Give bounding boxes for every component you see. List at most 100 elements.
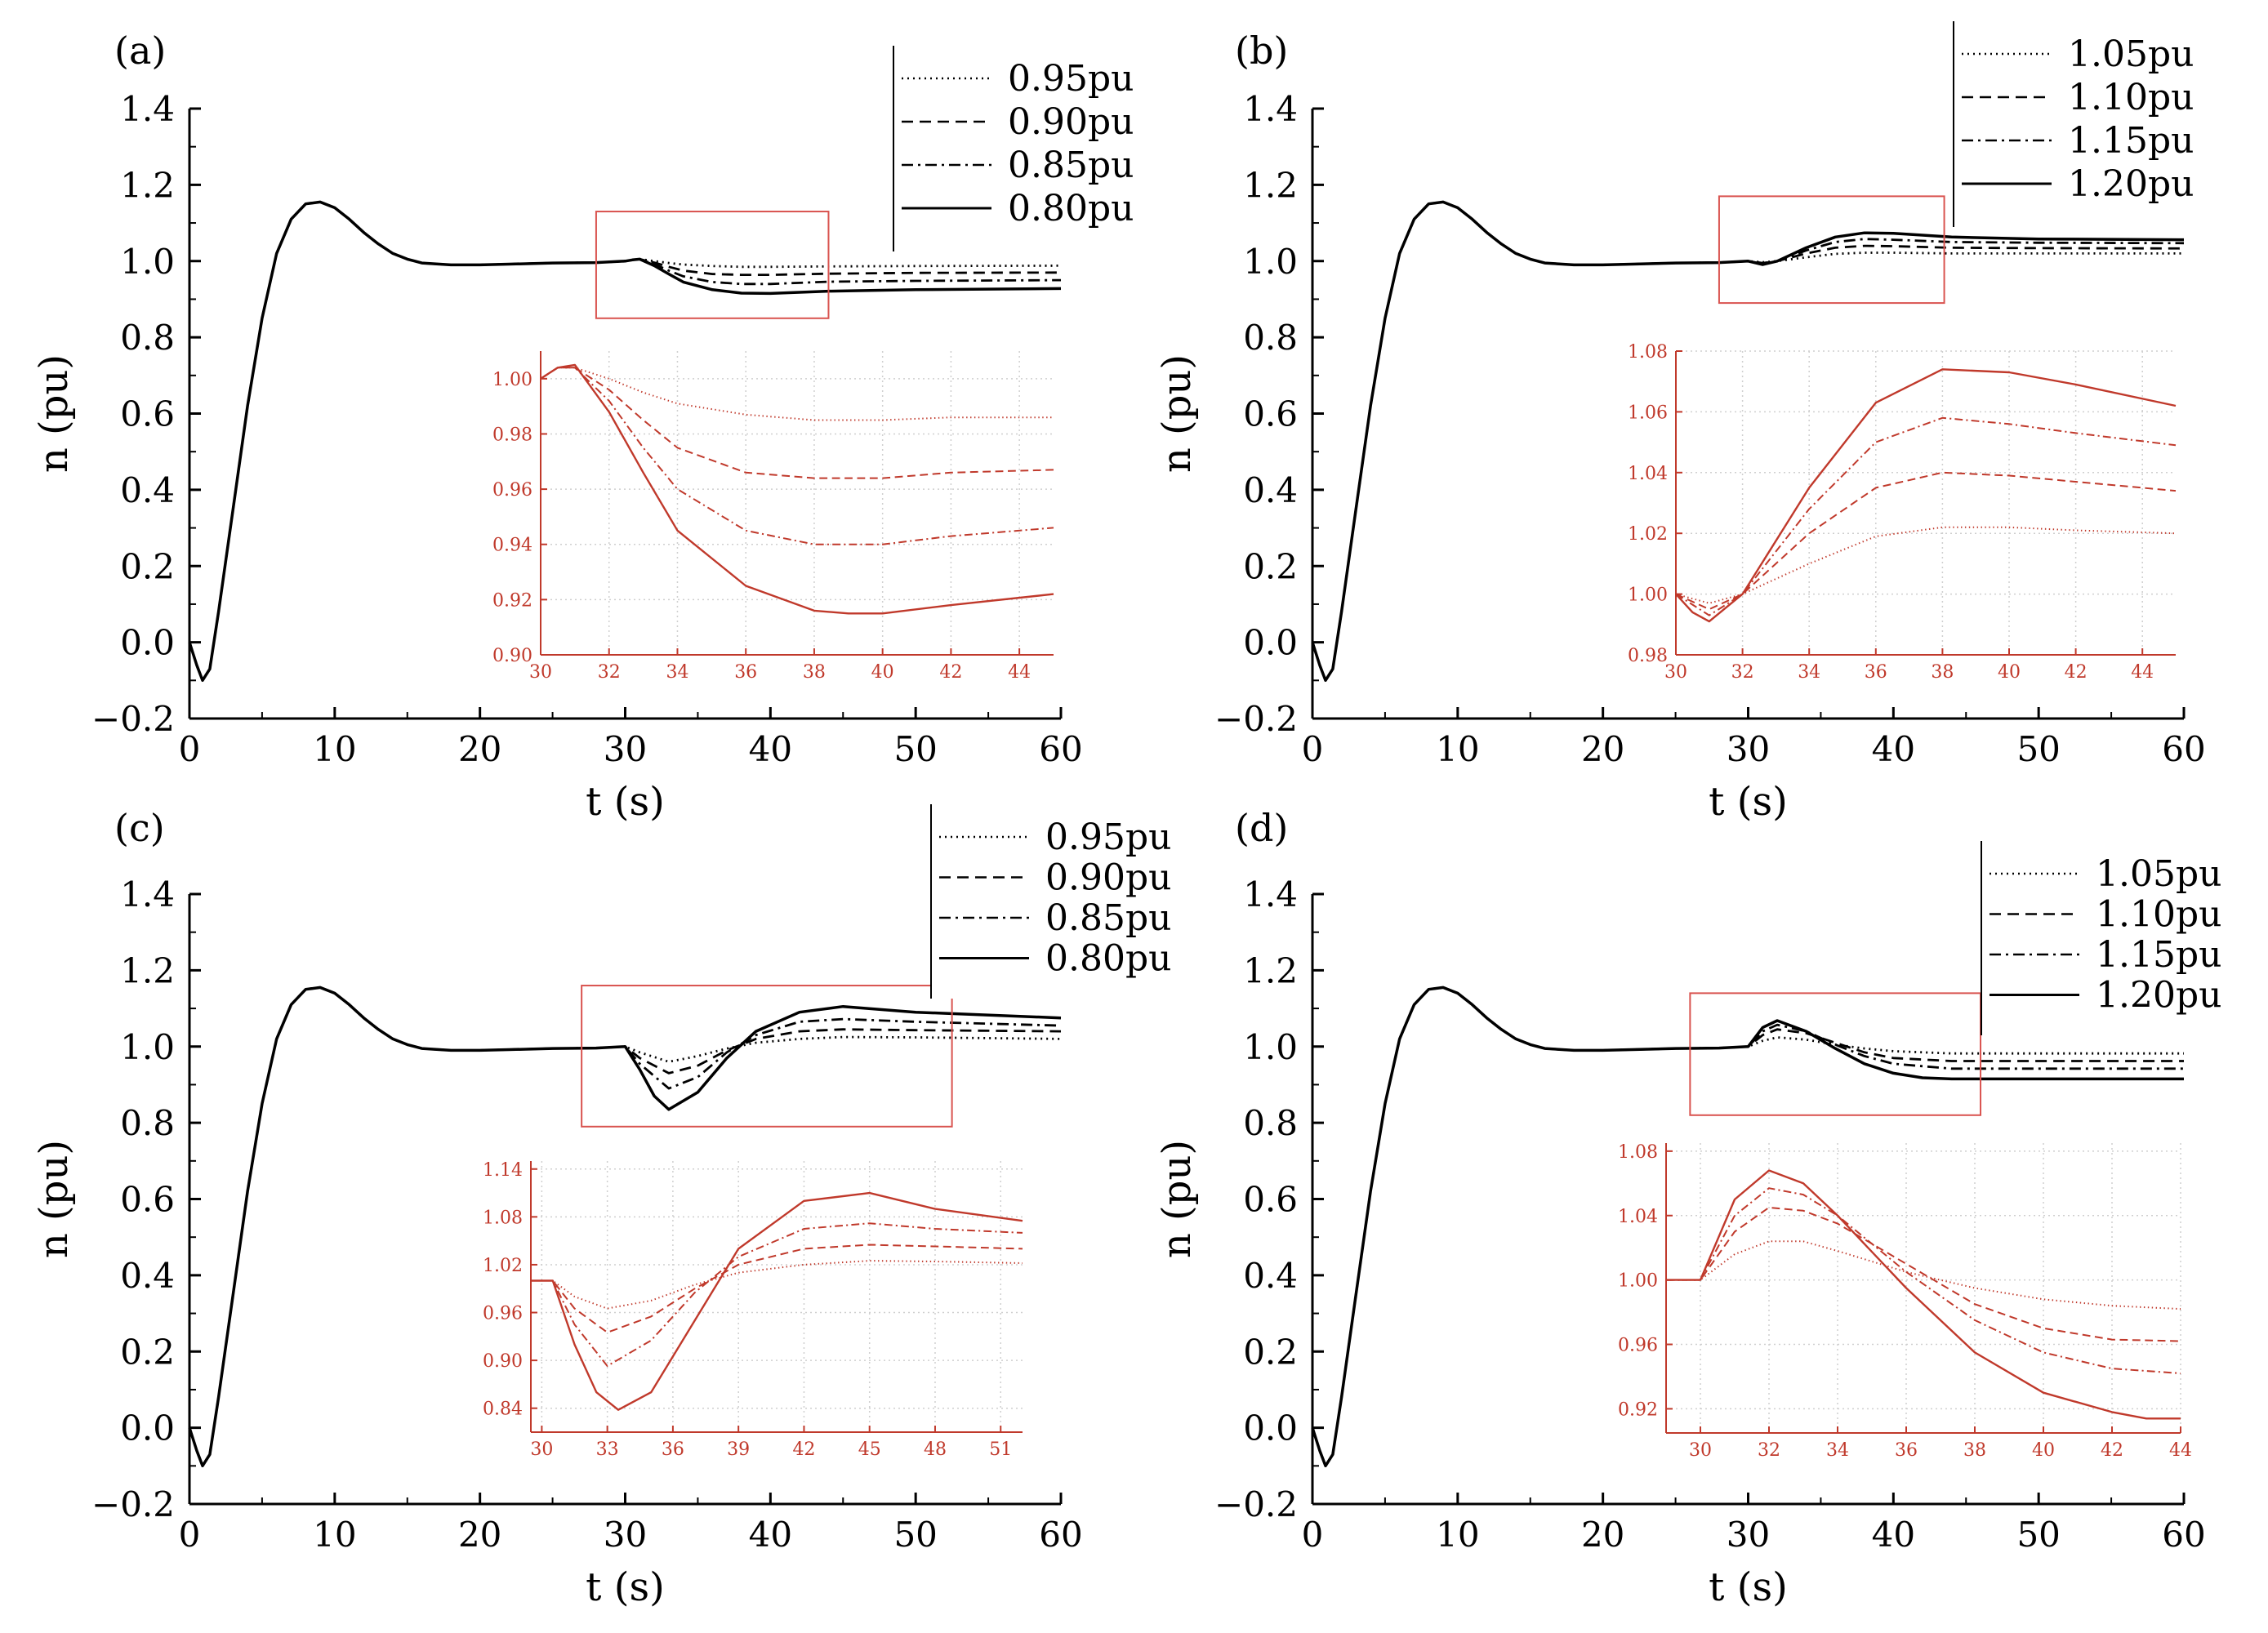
x-tick-label: 50: [893, 729, 937, 769]
x-tick-label: 20: [1581, 729, 1624, 769]
legend-label: 0.80pu: [1045, 938, 1171, 980]
inset-y-tick-label: 0.84: [483, 1399, 523, 1420]
inset-y-tick-label: 1.00: [492, 370, 532, 390]
x-tick-label: 0: [179, 729, 201, 769]
inset-chart: 0.84 0.90 0.96 1.02 1.08 1.14 30 33 36 39 42 45 48 51: [483, 1160, 1023, 1460]
inset-x-tick-label: 32: [598, 662, 621, 683]
x-tick-label: 40: [1872, 1515, 1915, 1555]
inset-x-tick-label: 32: [1731, 662, 1754, 683]
inset-background: [531, 1161, 1023, 1432]
y-tick-label: 1.0: [120, 1027, 175, 1067]
y-tick-label: −0.2: [91, 1484, 175, 1524]
legend-background: [893, 46, 1155, 251]
y-tick-label: 0.4: [120, 470, 175, 510]
y-tick-label: −0.2: [1214, 1484, 1298, 1524]
x-tick-label: 20: [1581, 1515, 1624, 1555]
x-tick-label: 40: [749, 729, 792, 769]
inset-series-line-1.20pu: [1675, 368, 2177, 623]
y-tick-label: 0.6: [1243, 1180, 1298, 1220]
inset-y-tick-label: 1.06: [1628, 403, 1668, 423]
inset-x-tick-label: 48: [924, 1439, 947, 1460]
inset-series-line-1.05pu: [1675, 526, 2177, 604]
panel-label: (c): [114, 806, 165, 850]
inset-background: [1676, 351, 2176, 655]
x-tick-label: 50: [2016, 729, 2060, 769]
chart-panel-c: (c) −0.2 0.0 0.2 0.4 0.6 0.8 1.0 1.2 1.4 0 10 20 30 40…: [31, 804, 1192, 1610]
x-tick-label: 20: [458, 1515, 501, 1555]
inset-y-tick-label: 1.00: [1628, 585, 1668, 606]
inset-x-tick-label: 30: [1689, 1440, 1712, 1461]
y-tick-label: 0.4: [1243, 470, 1298, 510]
inset-x-tick-label: 30: [530, 1439, 553, 1460]
x-tick-label: 10: [1436, 729, 1479, 769]
y-tick-label: 1.2: [1243, 950, 1298, 990]
legend-label: 1.15pu: [2068, 120, 2194, 162]
y-tick-label: 0.8: [1243, 1103, 1298, 1143]
zoom-box: [595, 211, 830, 319]
inset-series-line-1.15pu: [1666, 1187, 2181, 1374]
inset-y-tick-label: 0.92: [1618, 1399, 1658, 1420]
y-tick-label: 0.4: [1243, 1256, 1298, 1296]
y-tick-label: 0.0: [1243, 623, 1298, 663]
inset-x-tick-label: 30: [529, 662, 552, 683]
y-tick-label: 0.6: [1243, 394, 1298, 434]
chart-panel-b: (b) −0.2 0.0 0.2 0.4 0.6 0.8 1.0 1.2 1.4 0 10 20 30 40…: [1154, 21, 2215, 825]
x-tick-label: 0: [179, 1515, 201, 1555]
inset-background: [1666, 1143, 2181, 1433]
inset-y-tick-label: 0.94: [492, 536, 532, 556]
chart-panel-d: (d) −0.2 0.0 0.2 0.4 0.6 0.8 1.0 1.2 1.4 0 10 20 30 40…: [1154, 806, 2243, 1610]
x-axis-label: t (s): [1709, 779, 1788, 825]
inset-series-line-0.85pu: [531, 1222, 1023, 1367]
inset-series-line-1.20pu: [1666, 1169, 2181, 1420]
inset-y-tick-label: 1.04: [1618, 1207, 1658, 1227]
inset-x-tick-label: 39: [727, 1439, 750, 1460]
x-tick-label: 10: [313, 1515, 356, 1555]
inset-series-line-0.90pu: [531, 1244, 1023, 1333]
x-tick-label: 40: [749, 1515, 792, 1555]
panel-label: (a): [114, 29, 166, 73]
legend-label: 1.20pu: [2096, 975, 2221, 1017]
series-line-0.80pu: [188, 986, 1062, 1468]
x-tick-label: 50: [893, 1515, 937, 1555]
inset-x-tick-label: 40: [871, 662, 894, 683]
y-tick-label: 1.2: [120, 950, 175, 990]
legend-label: 1.10pu: [2068, 77, 2194, 118]
legend-label: 1.20pu: [2068, 163, 2194, 205]
inset-x-tick-label: 36: [1865, 662, 1887, 683]
inset-x-tick-label: 38: [803, 662, 826, 683]
x-tick-label: 30: [1727, 1515, 1770, 1555]
inset-y-tick-label: 0.96: [492, 480, 532, 501]
y-tick-label: 1.2: [1243, 165, 1298, 205]
legend-label: 1.05pu: [2096, 853, 2221, 895]
series-line-1.05pu: [1311, 201, 2184, 682]
x-tick-label: 20: [458, 729, 501, 769]
x-axis-label: t (s): [586, 1564, 665, 1610]
inset-x-tick-label: 51: [989, 1439, 1012, 1460]
y-tick-label: 0.0: [120, 623, 175, 663]
legend-background: [1954, 21, 2215, 227]
inset-y-tick-label: 0.90: [492, 646, 532, 666]
y-tick-label: 0.0: [1243, 1408, 1298, 1448]
y-tick-label: 0.2: [1243, 1332, 1298, 1372]
chart-panel-a: (a) −0.2 0.0 0.2 0.4 0.6 0.8 1.0 1.2 1.4 0 10 20 30 40…: [31, 29, 1155, 825]
inset-y-tick-label: 0.98: [1628, 646, 1668, 666]
inset-x-tick-label: 36: [734, 662, 757, 683]
y-tick-label: 0.6: [120, 1180, 175, 1220]
y-tick-label: 0.4: [120, 1256, 175, 1296]
inset-y-tick-label: 0.96: [483, 1304, 523, 1324]
y-tick-label: 0.8: [120, 318, 175, 358]
inset-x-tick-label: 30: [1664, 662, 1687, 683]
panel-label: (d): [1235, 806, 1288, 850]
inset-x-tick-label: 36: [662, 1439, 684, 1460]
x-tick-label: 30: [604, 729, 647, 769]
legend-label: 1.05pu: [2068, 33, 2194, 75]
y-tick-label: −0.2: [1214, 699, 1298, 739]
inset-y-tick-label: 1.08: [1618, 1142, 1658, 1163]
y-axis-label: n (pu): [1154, 354, 1200, 473]
inset-series-line-0.80pu: [531, 1191, 1023, 1411]
series-line-0.90pu: [188, 201, 1062, 682]
y-tick-label: 1.0: [120, 242, 175, 282]
y-tick-label: 1.0: [1243, 1027, 1298, 1067]
inset-y-tick-label: 0.98: [492, 425, 532, 445]
